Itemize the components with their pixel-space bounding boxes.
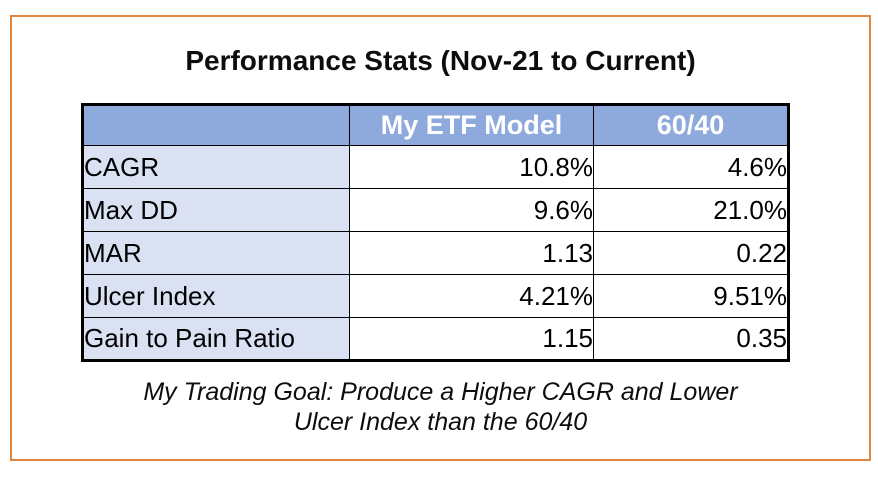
header-row: My ETF Model 60/40 [82,104,789,146]
orange-frame: Performance Stats (Nov-21 to Current) My… [10,15,871,461]
row-label-cagr: CAGR [82,145,350,189]
mar-model-value: 1.13 [349,231,594,275]
table-row-gain-to-pain: Gain to Pain Ratio 1.15 0.35 [82,317,789,361]
table-row-max-dd: Max DD 9.6% 21.0% [82,188,789,232]
mar-6040-value: 0.22 [593,231,789,275]
table-row-ulcer-index: Ulcer Index 4.21% 9.51% [82,274,789,318]
row-label-gain-to-pain: Gain to Pain Ratio [82,317,350,361]
table-row-cagr: CAGR 10.8% 4.6% [82,145,789,189]
page-title: Performance Stats (Nov-21 to Current) [185,45,696,76]
performance-stats-table: My ETF Model 60/40 CAGR 10.8% 4.6% Max D… [81,103,790,362]
gain-to-pain-6040-value: 0.35 [593,317,789,361]
row-label-max-dd: Max DD [82,188,350,232]
table-row-mar: MAR 1.13 0.22 [82,231,789,275]
row-label-mar: MAR [82,231,350,275]
max-dd-model-value: 9.6% [349,188,594,232]
gain-to-pain-model-value: 1.15 [349,317,594,361]
column-header-my-etf-model: My ETF Model [349,104,594,146]
trading-goal-note-line1: My Trading Goal: Produce a Higher CAGR a… [143,378,738,406]
cagr-6040-value: 4.6% [593,145,789,189]
corner-cell [82,104,350,146]
row-label-ulcer-index: Ulcer Index [82,274,350,318]
trading-goal-note: My Trading Goal: Produce a Higher CAGR a… [12,377,869,437]
ulcer-index-6040-value: 9.51% [593,274,789,318]
trading-goal-note-line2: Ulcer Index than the 60/40 [293,408,588,436]
column-header-60-40: 60/40 [593,104,789,146]
max-dd-6040-value: 21.0% [593,188,789,232]
ulcer-index-model-value: 4.21% [349,274,594,318]
cagr-model-value: 10.8% [349,145,594,189]
